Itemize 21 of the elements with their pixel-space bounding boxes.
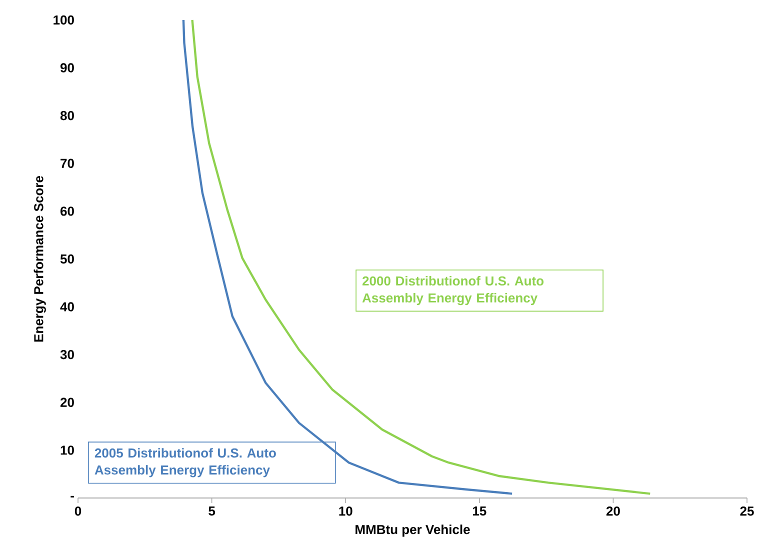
y-tick-label: 90 xyxy=(60,63,74,72)
y-tick-label: 80 xyxy=(60,110,74,120)
y-tick-label: 50 xyxy=(60,254,74,264)
text: 2005 Distributionof U.S. Auto Assembly Energy Efficiency xyxy=(94,448,276,478)
y-tick-label: 40 xyxy=(60,302,74,312)
y-tick-label: 30 xyxy=(60,350,74,360)
y-tick-label: 100 xyxy=(54,15,74,25)
y-axis-title: Energy Performance Score xyxy=(34,176,46,342)
x-tick-label: 5 xyxy=(208,506,216,516)
text: 2000 Distributionof U.S. Auto Assembly Energy Efficiency xyxy=(362,276,544,306)
x-tick-label: 20 xyxy=(606,506,620,516)
x-tick-label: 15 xyxy=(472,506,486,516)
x-tick-label: 10 xyxy=(339,506,352,516)
y-tick-label: 20 xyxy=(60,398,74,407)
x-tick-label: 25 xyxy=(740,506,754,516)
y-tick-label: 60 xyxy=(60,206,74,216)
y-tick-label: 70 xyxy=(60,158,74,168)
y-tick-label: 10 xyxy=(60,446,74,455)
y-tick-label: - xyxy=(70,496,74,498)
x-tick-label: 0 xyxy=(74,506,82,516)
x-axis-title: MMBtu per Vehicle xyxy=(356,524,470,537)
